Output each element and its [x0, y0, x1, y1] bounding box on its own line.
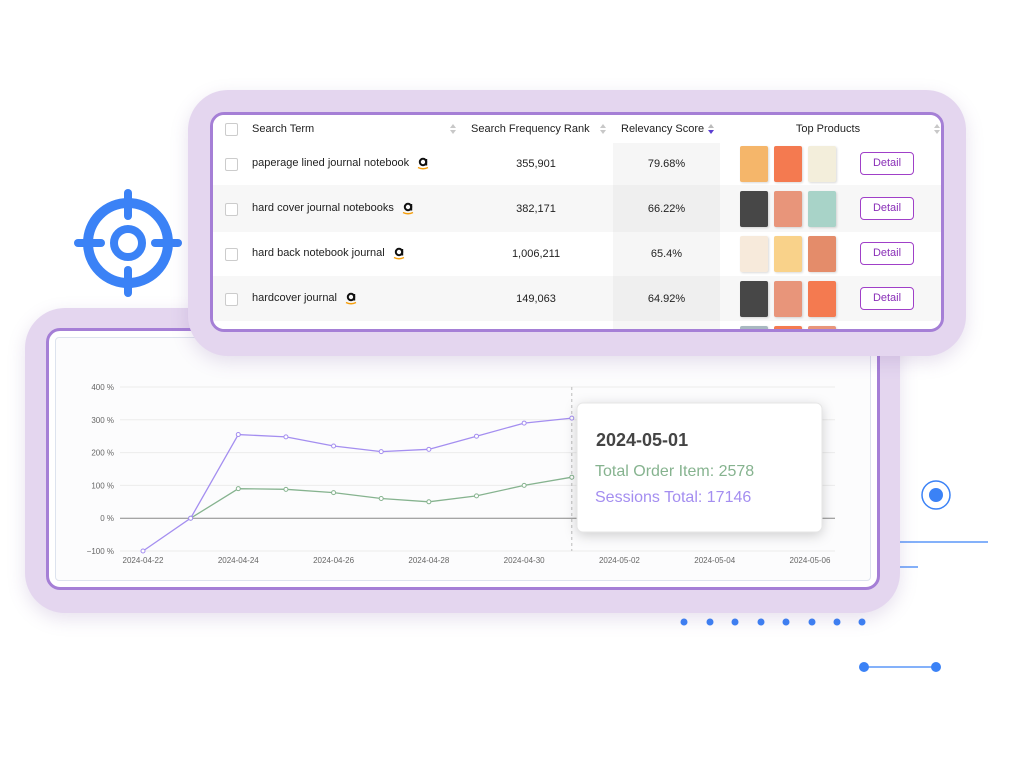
search-term: hardcover journal	[252, 291, 337, 304]
sort-icon	[934, 124, 940, 134]
data-point	[474, 493, 479, 499]
column-header: Search Frequency Rank	[471, 123, 590, 135]
data-point	[521, 420, 527, 426]
data-point	[331, 443, 337, 449]
product-thumbnail[interactable]	[740, 325, 768, 329]
product-thumbnail[interactable]	[774, 280, 802, 317]
y-tick-label: 100 %	[91, 481, 114, 490]
x-tick-label: 2024-04-30	[504, 556, 545, 565]
product-thumbnail[interactable]	[808, 190, 836, 227]
score-column-bg	[613, 185, 720, 232]
checkbox[interactable]	[225, 158, 238, 171]
search-frequency-rank: 1,006,211	[511, 248, 561, 260]
product-thumbnail[interactable]	[740, 190, 768, 227]
slider-deco	[859, 662, 941, 672]
detail-button[interactable]: Detail	[860, 196, 914, 220]
y-tick-label: −100 %	[87, 547, 114, 556]
detail-button[interactable]: Detail	[860, 152, 914, 175]
x-tick-label: 2024-04-28	[408, 556, 449, 565]
product-thumbnail[interactable]	[774, 146, 802, 182]
relevancy-score: 66.22%	[647, 202, 686, 215]
column-header: Search Term	[252, 123, 315, 135]
search-term: hard cover journal notebooks	[252, 201, 394, 214]
product-thumbnail[interactable]	[808, 325, 836, 329]
dot-row	[680, 618, 866, 626]
table-row	[213, 321, 941, 329]
product-thumbnail[interactable]	[808, 146, 836, 182]
x-tick-label: 2024-05-02	[599, 556, 640, 565]
data-point	[235, 486, 241, 492]
product-thumbnail[interactable]	[774, 325, 802, 329]
y-tick-label: 400 %	[91, 383, 114, 392]
target-icon	[74, 189, 182, 297]
product-thumbnail[interactable]	[774, 190, 802, 227]
relevancy-score: 79.68%	[647, 158, 686, 170]
x-tick-label: 2024-05-04	[694, 556, 735, 565]
product-thumbnail[interactable]	[774, 236, 802, 272]
tooltip: 2024-05-01 Total Order Item: 2578 Sessions…	[576, 402, 823, 533]
amazon-icon	[345, 292, 357, 304]
data-point	[569, 474, 575, 480]
data-point	[283, 434, 289, 440]
product-thumbnail[interactable]	[740, 280, 768, 317]
search-frequency-rank: 149,063	[516, 292, 556, 305]
search-frequency-rank: 355,901	[516, 158, 556, 170]
x-tick-label: 2024-05-06	[790, 556, 831, 565]
amazon-icon	[402, 202, 414, 214]
score-column-bg	[613, 276, 720, 321]
keyword-table: Search Term Search Frequency Rank Relevanc…	[210, 112, 944, 332]
relevancy-score: 64.92%	[647, 292, 686, 305]
product-thumbnail[interactable]	[808, 236, 836, 272]
x-tick-label: 2024-04-26	[313, 556, 354, 565]
tooltip-line: Sessions Total: 17146	[595, 489, 751, 506]
sort-icon	[450, 124, 456, 134]
radio-dot	[921, 480, 951, 510]
checkbox[interactable]	[225, 123, 238, 136]
series-line	[142, 417, 572, 552]
x-tick-label: 2024-04-24	[218, 556, 259, 565]
data-point	[188, 515, 194, 521]
checkbox[interactable]	[225, 248, 238, 261]
data-point	[378, 496, 384, 502]
y-tick-label: 0 %	[100, 514, 114, 523]
tooltip-box	[576, 402, 823, 533]
sort-icon	[708, 124, 714, 134]
data-point	[474, 433, 479, 439]
score-column-bg	[613, 321, 720, 329]
data-point	[140, 548, 146, 554]
amazon-icon	[393, 247, 405, 260]
data-point	[426, 499, 432, 505]
amazon-icon	[417, 157, 429, 170]
data-point	[235, 432, 241, 438]
data-point	[569, 415, 575, 421]
data-point	[521, 482, 527, 488]
data-point	[426, 446, 432, 452]
score-column-bg	[613, 143, 720, 185]
product-thumbnail[interactable]	[740, 236, 768, 272]
checkbox[interactable]	[225, 292, 238, 306]
detail-button[interactable]: Detail	[860, 242, 914, 265]
product-thumbnail[interactable]	[808, 280, 836, 317]
product-thumbnail[interactable]	[740, 146, 768, 182]
search-term: hard back notebook journal	[252, 247, 385, 259]
column-header: Relevancy Score	[621, 123, 705, 135]
data-point	[283, 486, 289, 492]
data-point	[331, 490, 337, 496]
tooltip-title: 2024-05-01	[596, 430, 688, 450]
data-point	[378, 449, 384, 455]
y-tick-label: 300 %	[91, 416, 114, 425]
sort-icon	[600, 124, 606, 134]
relevancy-score: 65.4%	[650, 248, 683, 260]
detail-button[interactable]: Detail	[860, 286, 914, 310]
checkbox[interactable]	[225, 202, 238, 216]
column-header: Top Products	[795, 123, 861, 135]
y-tick-label: 200 %	[91, 449, 114, 458]
score-column-bg	[613, 232, 720, 276]
x-tick-label: 2024-04-22	[123, 556, 164, 565]
tooltip-line: Total Order Item: 2578	[595, 463, 754, 480]
search-term: paperage lined journal notebook	[252, 157, 410, 169]
search-frequency-rank: 382,171	[516, 202, 556, 215]
